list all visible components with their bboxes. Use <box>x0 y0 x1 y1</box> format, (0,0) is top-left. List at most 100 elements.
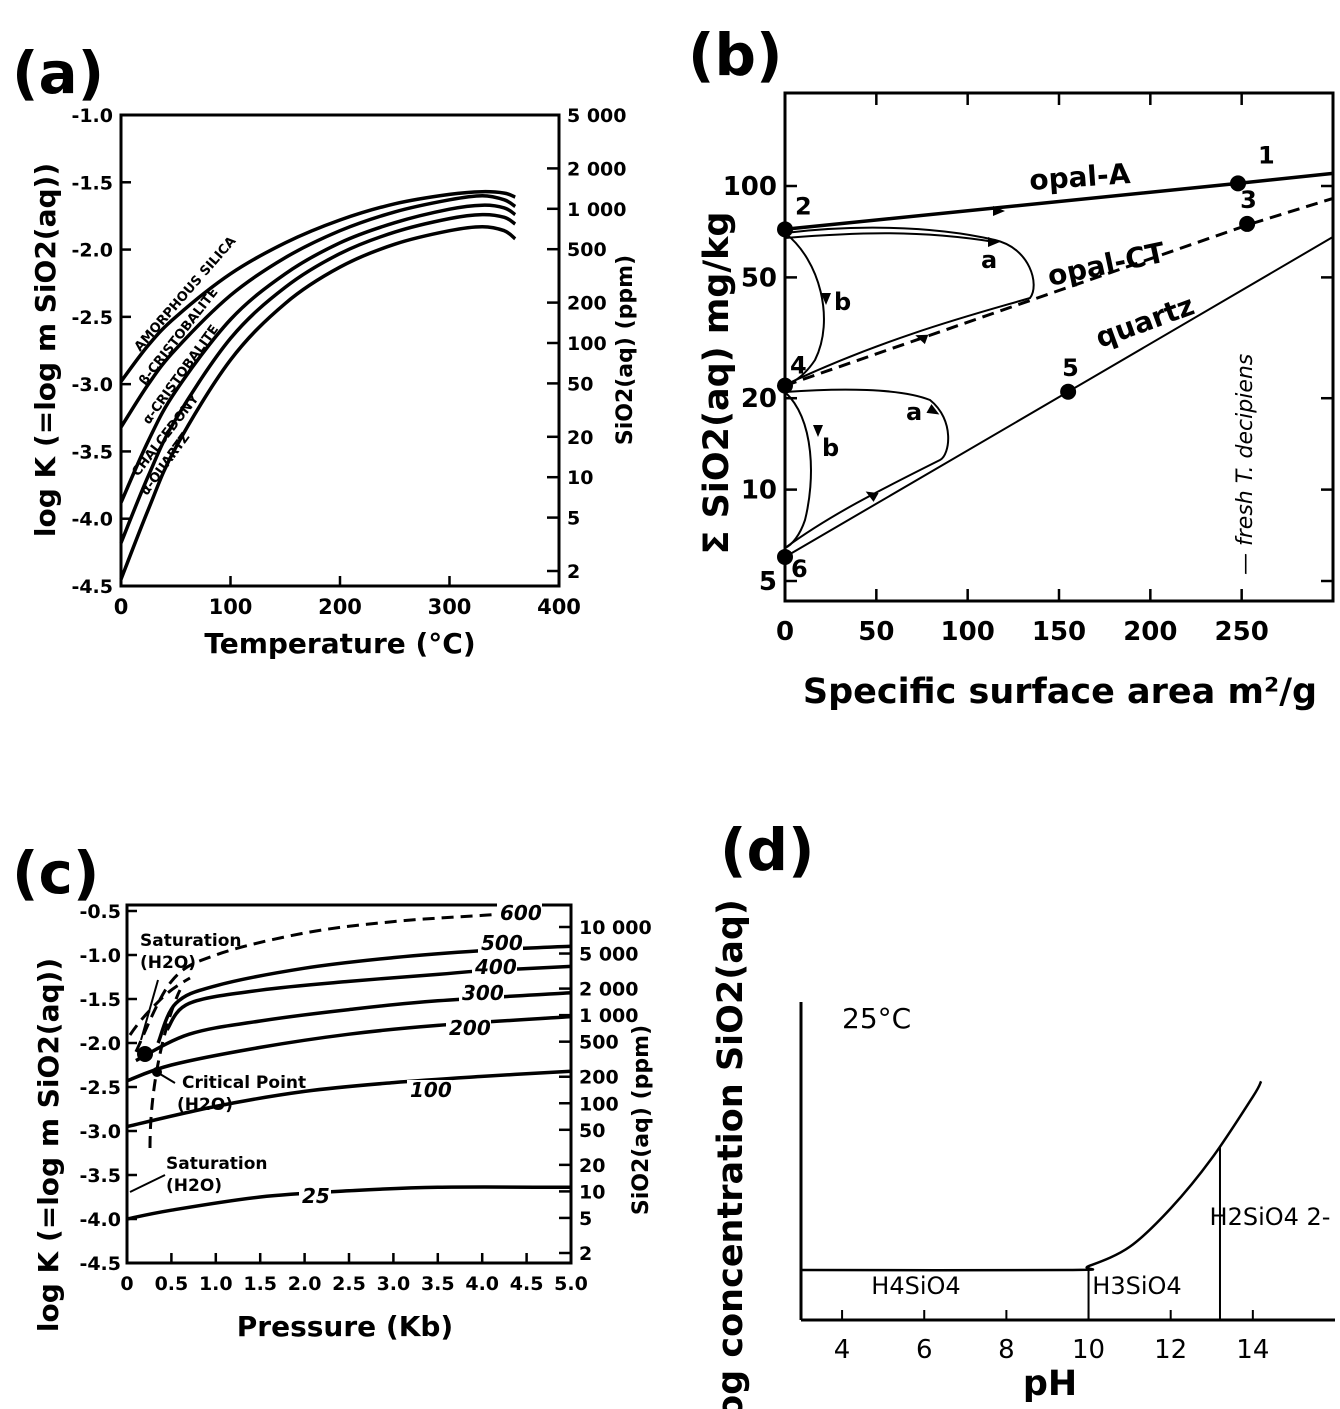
y2-tick-label: 10 <box>579 1181 605 1203</box>
panel-a-label: (a) <box>12 39 104 107</box>
arrowhead <box>915 334 929 345</box>
series-line <box>800 1080 1263 1272</box>
y2-tick-label: 2 <box>579 1243 592 1265</box>
y-tick-label: 10 <box>741 476 777 506</box>
y-tick-label: 50 <box>741 263 777 293</box>
x-tick-label: 200 <box>318 595 362 619</box>
annotation-leader <box>159 1073 176 1084</box>
y2-tick-label: 10 <box>567 467 593 489</box>
path-b-lower <box>784 391 812 549</box>
x-tick-label: 300 <box>428 595 472 619</box>
data-point <box>777 548 793 565</box>
y2-tick-label: 200 <box>567 293 607 315</box>
x-tick-label: 0 <box>120 1273 133 1295</box>
series-label-bg <box>407 1080 452 1102</box>
y-tick-label: -2.5 <box>79 1077 121 1099</box>
y2-tick-label: 50 <box>567 373 593 395</box>
y-tick-label: -4.5 <box>79 1253 121 1275</box>
y2-tick-label: 2 <box>567 561 580 583</box>
y2-tick-label: 500 <box>579 1032 619 1054</box>
path-a-upper <box>784 226 1035 386</box>
point-label: 6 <box>791 555 808 583</box>
arrowhead <box>993 206 1005 216</box>
panel-c-x-axis-title: Pressure (Kb) <box>237 1310 453 1343</box>
panel-a-y-ticks: -1.0 -1.5 -2.0 -2.5 -3.0 -3.5 -4.0 -4.5 <box>71 105 131 598</box>
y-tick-label: -4.5 <box>71 576 113 598</box>
arrowhead <box>813 425 823 437</box>
y2-tick-label: 200 <box>579 1067 619 1089</box>
series-label: opal-A <box>1028 157 1131 197</box>
x-tick-label: 5.0 <box>554 1273 588 1295</box>
y2-tick-label: 10 000 <box>579 917 652 939</box>
region-label: H2SiO4 2- <box>1210 1203 1331 1231</box>
panel-d-curves: H4SiO4 H3SiO4 H2SiO4 2- <box>800 1080 1331 1320</box>
saturation-dashed-curve <box>128 976 191 1036</box>
y-tick-label: -2.0 <box>79 1033 121 1055</box>
arrowhead <box>988 237 1000 247</box>
annotation-label: Critical Point <box>182 1073 306 1093</box>
y2-tick-label: 20 <box>579 1155 605 1177</box>
series-line <box>119 189 516 383</box>
panel-a-x-ticks: 0 100 200 300 400 <box>114 576 581 619</box>
y-tick-label: 20 <box>741 384 777 414</box>
panel-d-label: (d) <box>720 816 815 884</box>
series-line <box>135 991 572 1063</box>
series-label: 100 <box>410 1078 452 1102</box>
x-tick-label: 4 <box>834 1335 851 1365</box>
series-line <box>119 224 517 580</box>
series-label: quartz <box>1091 289 1198 355</box>
x-tick-label: 150 <box>1032 617 1086 647</box>
data-point <box>1239 215 1256 232</box>
panel-c-label: (c) <box>12 839 99 907</box>
x-tick-label: 50 <box>858 617 894 647</box>
series-label-bg <box>446 1018 491 1040</box>
panel-a-x-axis-title: Temperature (°C) <box>204 627 475 660</box>
annotation-label: Saturation <box>166 1154 268 1174</box>
series-label: 25 <box>302 1184 330 1208</box>
x-tick-label: 12 <box>1154 1335 1187 1365</box>
panel-d-x-ticks: 4 6 8 10 12 14 <box>834 1310 1269 1365</box>
y-tick-label: -1.0 <box>71 105 113 127</box>
path-label: b <box>834 288 851 316</box>
annotation-sublabel: (H2O) <box>166 1176 222 1196</box>
x-tick-label: 0.5 <box>155 1273 189 1295</box>
series-label: 200 <box>449 1016 491 1040</box>
annotation-label: Saturation <box>140 931 242 951</box>
annotation-leader <box>129 1174 166 1193</box>
x-tick-label: 4.0 <box>465 1273 499 1295</box>
panel-a-y-axis-title: log K (=log m SiO2(aq)) <box>29 163 62 537</box>
y-tick-label: 5 <box>759 567 777 597</box>
series-line <box>119 203 517 504</box>
x-tick-label: 8 <box>998 1335 1015 1365</box>
y-tick-label: -2.5 <box>71 307 113 329</box>
y2-tick-label: 5 000 <box>579 944 639 966</box>
panel-b-label: (b) <box>688 21 783 89</box>
y2-tick-label: 100 <box>579 1093 619 1115</box>
critical-point-marker <box>152 1067 162 1077</box>
y2-tick-label: 1 000 <box>567 199 627 221</box>
critical-point-marker <box>137 1046 153 1062</box>
series-line <box>119 212 517 544</box>
panel-c-annotations: Saturation(H2O)Critical Point(H2O)Satura… <box>128 931 306 1196</box>
panel-d-temperature-label: 25°C <box>842 1002 911 1035</box>
arrowhead <box>926 404 940 415</box>
y-tick-label: -4.0 <box>79 1209 121 1231</box>
y-tick-label: -4.0 <box>71 509 113 531</box>
y-tick-label: -2.0 <box>71 240 113 262</box>
x-tick-label: 250 <box>1215 617 1269 647</box>
panel-c-x-ticks: 0 0.5 1.0 1.5 2.0 2.5 3.0 3.5 4.0 4.5 5.0 <box>120 1253 588 1295</box>
y-tick-label: -1.5 <box>79 989 121 1011</box>
y-tick-label: -1.5 <box>71 172 113 194</box>
path-label: a <box>906 398 922 426</box>
data-point <box>777 221 793 238</box>
y-tick-label: -1.0 <box>79 945 121 967</box>
series-label: opal-CT <box>1045 236 1168 293</box>
x-tick-label: 4.5 <box>510 1273 544 1295</box>
series-label: 500 <box>481 931 523 955</box>
x-tick-label: 1.0 <box>199 1273 233 1295</box>
series-label: 600 <box>500 901 542 925</box>
y2-tick-label: 500 <box>567 239 607 261</box>
point-label: 5 <box>1062 354 1079 382</box>
y-tick-label: 100 <box>723 172 777 202</box>
